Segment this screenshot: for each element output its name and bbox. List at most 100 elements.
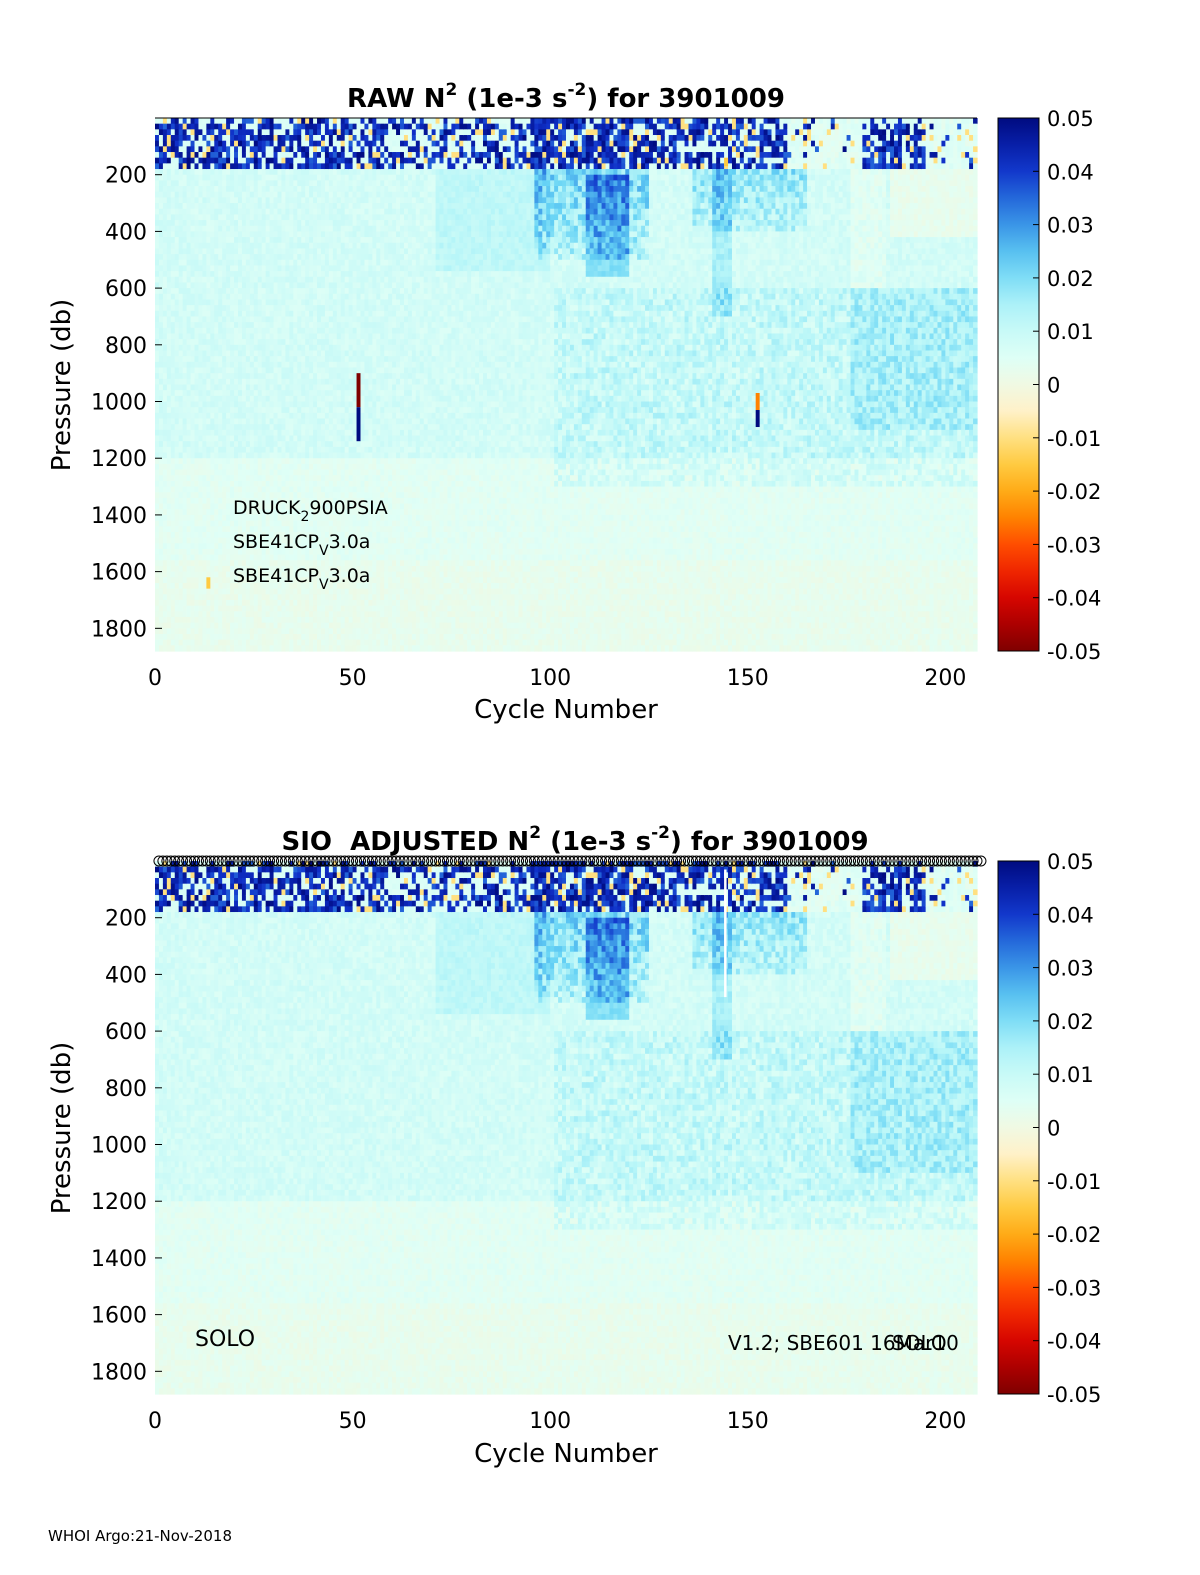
heat-cell — [187, 504, 192, 510]
heat-cell — [175, 526, 180, 532]
heat-cell — [159, 487, 164, 493]
heat-cell — [183, 367, 188, 373]
heat-cell — [167, 231, 172, 237]
heat-cell — [155, 379, 160, 385]
heat-cell — [191, 254, 196, 260]
heat-cell — [159, 186, 164, 192]
heat-cell — [179, 175, 184, 181]
heat-cell — [202, 543, 207, 549]
heat-cell — [167, 453, 172, 459]
heat-cell — [159, 356, 164, 362]
heat-cell — [195, 419, 200, 425]
heat-cell — [183, 458, 188, 464]
heat-cell — [163, 175, 168, 181]
heat-cell — [187, 129, 192, 135]
heat-cell — [163, 628, 168, 634]
heat-cell — [159, 277, 164, 283]
heat-cell — [179, 294, 184, 300]
heat-cell — [171, 141, 176, 147]
heat-cell — [171, 129, 176, 135]
heat-cell — [187, 220, 192, 226]
heat-cell — [159, 367, 164, 373]
heat-cell — [202, 481, 207, 487]
heat-cell — [179, 333, 184, 339]
heat-cell — [159, 271, 164, 277]
heat-cell — [159, 129, 164, 135]
heat-cell — [163, 231, 168, 237]
heat-cell — [167, 628, 172, 634]
heat-cell — [159, 203, 164, 209]
heat-cell — [167, 265, 172, 271]
heat-cell — [175, 299, 180, 305]
heat-cell — [195, 617, 200, 623]
heat-cell — [159, 124, 164, 130]
heat-cell — [202, 373, 207, 379]
heat-cell — [202, 152, 207, 158]
heat-cell — [167, 350, 172, 356]
heat-cell — [202, 192, 207, 198]
heat-cell — [155, 532, 160, 538]
heat-cell — [163, 447, 168, 453]
heat-cell — [179, 282, 184, 288]
heat-cell — [159, 407, 164, 413]
heat-cell — [202, 248, 207, 254]
heat-cell — [167, 146, 172, 152]
heat-cell — [159, 481, 164, 487]
heat-cell — [198, 158, 203, 164]
heat-cell — [191, 146, 196, 152]
heat-cell — [175, 628, 180, 634]
heat-cell — [175, 606, 180, 612]
heat-cell — [198, 379, 203, 385]
heat-cell — [195, 402, 200, 408]
heat-cell — [195, 175, 200, 181]
heat-cell — [195, 396, 200, 402]
heat-cell — [183, 464, 188, 470]
heat-cell — [171, 572, 176, 578]
heat-cell — [198, 328, 203, 334]
heat-cell — [195, 220, 200, 226]
heat-cell — [187, 407, 192, 413]
heat-cell — [195, 504, 200, 510]
heat-cell — [191, 305, 196, 311]
heat-cell — [198, 322, 203, 328]
heat-cell — [183, 271, 188, 277]
heat-cell — [202, 316, 207, 322]
heat-cell — [159, 572, 164, 578]
heat-cell — [198, 481, 203, 487]
heat-cell — [163, 560, 168, 566]
heat-cell — [163, 339, 168, 345]
heat-cell — [167, 254, 172, 260]
heat-cell — [202, 447, 207, 453]
heat-cell — [179, 640, 184, 646]
heat-cell — [191, 367, 196, 373]
heat-cell — [202, 231, 207, 237]
heat-cell — [155, 572, 160, 578]
heat-cell — [159, 350, 164, 356]
heat-cell — [191, 135, 196, 141]
heat-cell — [187, 475, 192, 481]
heat-cell — [195, 243, 200, 249]
heat-cell — [191, 333, 196, 339]
heat-cell — [183, 163, 188, 169]
heat-cell — [159, 328, 164, 334]
heat-cell — [163, 237, 168, 243]
heat-cell — [175, 487, 180, 493]
heat-cell — [171, 282, 176, 288]
heat-cell — [155, 294, 160, 300]
heat-cell — [198, 214, 203, 220]
heat-cell — [163, 577, 168, 583]
heat-cell — [167, 498, 172, 504]
heat-cell — [171, 192, 176, 198]
heat-cell — [171, 538, 176, 544]
heat-cell — [167, 606, 172, 612]
heat-cell — [159, 589, 164, 595]
heat-cell — [187, 560, 192, 566]
heat-cell — [202, 645, 207, 651]
heat-cell — [187, 543, 192, 549]
heat-cell — [175, 333, 180, 339]
heat-cell — [171, 481, 176, 487]
heat-cell — [198, 146, 203, 152]
heat-cell — [155, 254, 160, 260]
heat-cell — [195, 158, 200, 164]
heat-cell — [155, 600, 160, 606]
